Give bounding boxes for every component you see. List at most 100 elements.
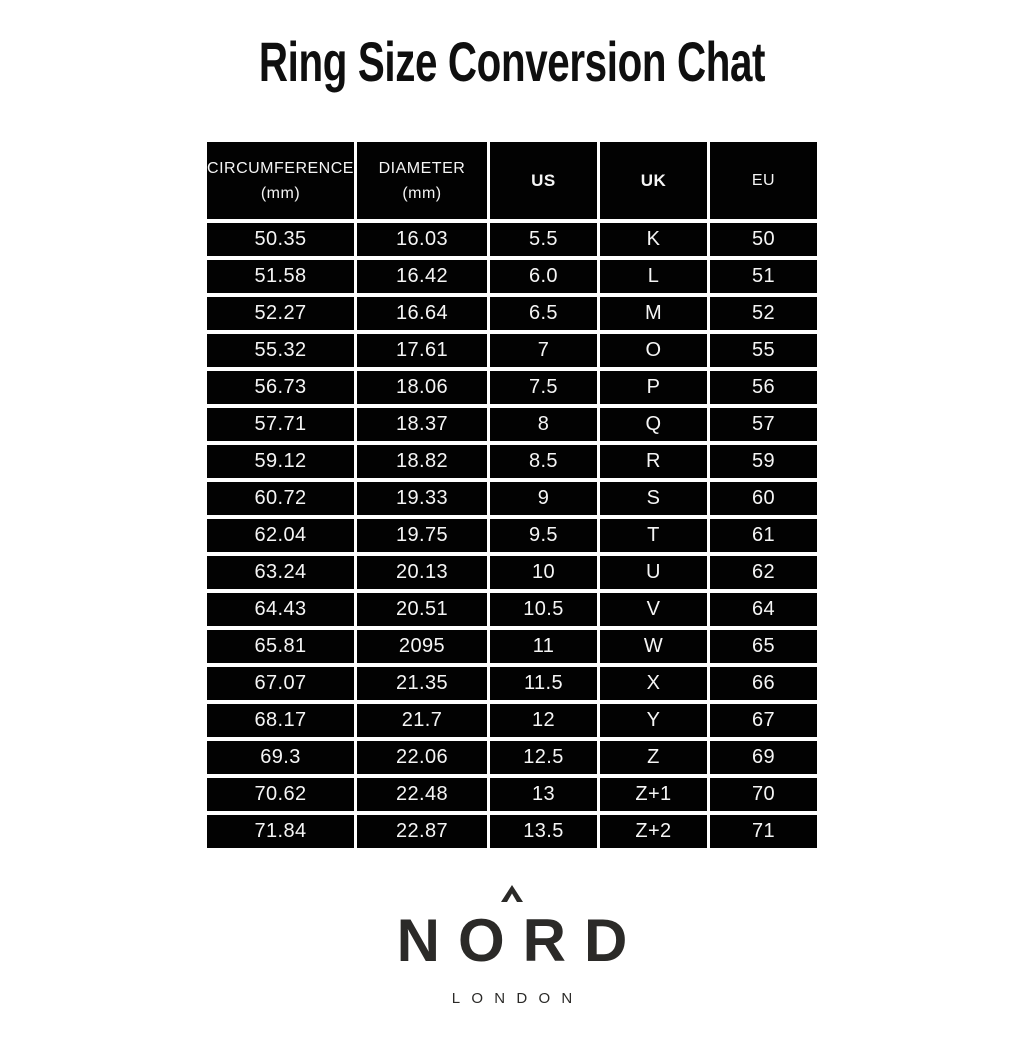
cell-diameter: 18.06: [356, 371, 487, 404]
page-title: Ring Size Conversion Chat: [258, 30, 766, 93]
cell-diameter: 20.13: [356, 556, 487, 589]
cell-us: 8.5: [489, 445, 597, 478]
table-row: 63.24 20.13 10 U 62: [207, 556, 817, 589]
cell-circumference: 69.3: [207, 741, 354, 774]
cell-us: 7: [489, 334, 597, 367]
cell-eu: 65: [709, 630, 817, 663]
cell-circumference: 71.84: [207, 815, 354, 848]
cell-circumference: 62.04: [207, 519, 354, 552]
cell-eu: 55: [709, 334, 817, 367]
table-row: 56.73 18.06 7.5 P 56: [207, 371, 817, 404]
cell-uk: K: [599, 223, 707, 256]
cell-diameter: 21.35: [356, 667, 487, 700]
table-row: 59.12 18.82 8.5 R 59: [207, 445, 817, 478]
cell-circumference: 57.71: [207, 408, 354, 441]
ring-size-conversion-table: CIRCUMFERENCE (mm) DIAMETER (mm) US UK EU 50.3…: [204, 138, 820, 852]
cell-uk: U: [599, 556, 707, 589]
cell-eu: 52: [709, 297, 817, 330]
cell-circumference: 51.58: [207, 260, 354, 293]
cell-uk: W: [599, 630, 707, 663]
cell-circumference: 56.73: [207, 371, 354, 404]
cell-diameter: 19.75: [356, 519, 487, 552]
column-header-unit: (mm): [402, 184, 442, 202]
cell-us: 11.5: [489, 667, 597, 700]
cell-uk: Z+1: [599, 778, 707, 811]
table-row: 50.35 16.03 5.5 K 50: [207, 223, 817, 256]
cell-eu: 60: [709, 482, 817, 515]
brand-name: NORD: [396, 907, 646, 974]
cell-circumference: 64.43: [207, 593, 354, 626]
cell-eu: 50: [709, 223, 817, 256]
cell-diameter: 21.7: [356, 704, 487, 737]
cell-uk: Z+2: [599, 815, 707, 848]
cell-uk: Z: [599, 741, 707, 774]
cell-circumference: 60.72: [207, 482, 354, 515]
cell-uk: S: [599, 482, 707, 515]
column-header-uk: UK: [599, 142, 707, 219]
cell-eu: 67: [709, 704, 817, 737]
cell-eu: 56: [709, 371, 817, 404]
table-row: 51.58 16.42 6.0 L 51: [207, 260, 817, 293]
cell-circumference: 67.07: [207, 667, 354, 700]
cell-diameter: 22.06: [356, 741, 487, 774]
cell-diameter: 16.03: [356, 223, 487, 256]
cell-uk: V: [599, 593, 707, 626]
cell-us: 9.5: [489, 519, 597, 552]
cell-us: 13.5: [489, 815, 597, 848]
cell-circumference: 52.27: [207, 297, 354, 330]
caret-icon: [501, 885, 523, 902]
cell-circumference: 63.24: [207, 556, 354, 589]
table-header: CIRCUMFERENCE (mm) DIAMETER (mm) US UK EU: [207, 142, 817, 219]
cell-uk: T: [599, 519, 707, 552]
cell-diameter: 16.42: [356, 260, 487, 293]
cell-uk: P: [599, 371, 707, 404]
column-header-eu: EU: [709, 142, 817, 219]
cell-eu: 69: [709, 741, 817, 774]
cell-us: 6.5: [489, 297, 597, 330]
cell-us: 6.0: [489, 260, 597, 293]
cell-us: 8: [489, 408, 597, 441]
cell-uk: L: [599, 260, 707, 293]
table-row: 67.07 21.35 11.5 X 66: [207, 667, 817, 700]
cell-us: 10: [489, 556, 597, 589]
cell-us: 12.5: [489, 741, 597, 774]
column-header-diameter: DIAMETER (mm): [356, 142, 487, 219]
table-row: 62.04 19.75 9.5 T 61: [207, 519, 817, 552]
cell-eu: 70: [709, 778, 817, 811]
column-header-label: CIRCUMFERENCE: [207, 159, 354, 177]
cell-us: 7.5: [489, 371, 597, 404]
cell-diameter: 22.87: [356, 815, 487, 848]
cell-diameter: 18.37: [356, 408, 487, 441]
brand-logo: NORD LONDON: [0, 884, 1024, 1007]
cell-diameter: 19.33: [356, 482, 487, 515]
header-row: CIRCUMFERENCE (mm) DIAMETER (mm) US UK EU: [207, 142, 817, 219]
cell-us: 13: [489, 778, 597, 811]
cell-circumference: 50.35: [207, 223, 354, 256]
column-header-label: US: [531, 171, 556, 190]
table-row: 57.71 18.37 8 Q 57: [207, 408, 817, 441]
cell-circumference: 59.12: [207, 445, 354, 478]
cell-uk: O: [599, 334, 707, 367]
table-row: 71.84 22.87 13.5 Z+2 71: [207, 815, 817, 848]
cell-us: 9: [489, 482, 597, 515]
column-header-unit: (mm): [260, 184, 301, 202]
column-header-label: EU: [751, 172, 776, 189]
cell-uk: R: [599, 445, 707, 478]
cell-diameter: 22.48: [356, 778, 487, 811]
cell-circumference: 65.81: [207, 630, 354, 663]
cell-eu: 57: [709, 408, 817, 441]
cell-diameter: 16.64: [356, 297, 487, 330]
cell-eu: 51: [709, 260, 817, 293]
cell-uk: Q: [599, 408, 707, 441]
table-row: 52.27 16.64 6.5 M 52: [207, 297, 817, 330]
cell-circumference: 68.17: [207, 704, 354, 737]
column-header-circumference: CIRCUMFERENCE (mm): [207, 142, 354, 219]
table-body: 50.35 16.03 5.5 K 50 51.58 16.42 6.0 L 51 52.27 16.…: [207, 223, 817, 848]
cell-eu: 59: [709, 445, 817, 478]
brand-city: LONDON: [451, 990, 584, 1007]
cell-uk: M: [599, 297, 707, 330]
cell-diameter: 2095: [356, 630, 487, 663]
cell-us: 10.5: [489, 593, 597, 626]
table-row: 70.62 22.48 13 Z+1 70: [207, 778, 817, 811]
column-header-label: UK: [640, 171, 667, 190]
